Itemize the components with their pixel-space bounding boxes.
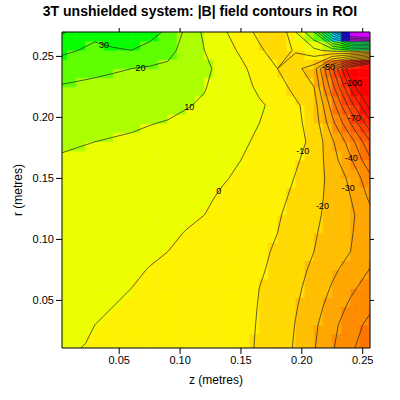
svg-text:20: 20 [136,63,146,73]
svg-text:-30: -30 [342,183,355,193]
svg-text:-70: -70 [348,113,361,123]
svg-text:30: 30 [99,40,109,50]
svg-text:0.20: 0.20 [291,354,312,366]
svg-text:0: 0 [216,186,221,196]
svg-text:z (metres): z (metres) [189,373,243,387]
svg-text:0.15: 0.15 [230,354,251,366]
svg-text:-40: -40 [345,153,358,163]
svg-text:-100: -100 [344,78,362,88]
svg-text:-10: -10 [296,146,309,156]
svg-text:10: 10 [184,102,194,112]
svg-text:0.20: 0.20 [33,111,54,123]
svg-text:-50: -50 [322,62,335,72]
svg-text:r (metres): r (metres) [11,164,25,216]
svg-text:0.05: 0.05 [33,294,54,306]
svg-text:0.10: 0.10 [169,354,190,366]
svg-text:-20: -20 [316,201,329,211]
svg-text:0.10: 0.10 [33,233,54,245]
svg-text:0.25: 0.25 [352,354,373,366]
svg-text:0.05: 0.05 [109,354,130,366]
svg-text:0.25: 0.25 [33,50,54,62]
html-text:3T unshielded system: |B| fiel: 3T unshielded system: |B| field contours… [42,3,358,19]
svg-text:0.15: 0.15 [33,172,54,184]
